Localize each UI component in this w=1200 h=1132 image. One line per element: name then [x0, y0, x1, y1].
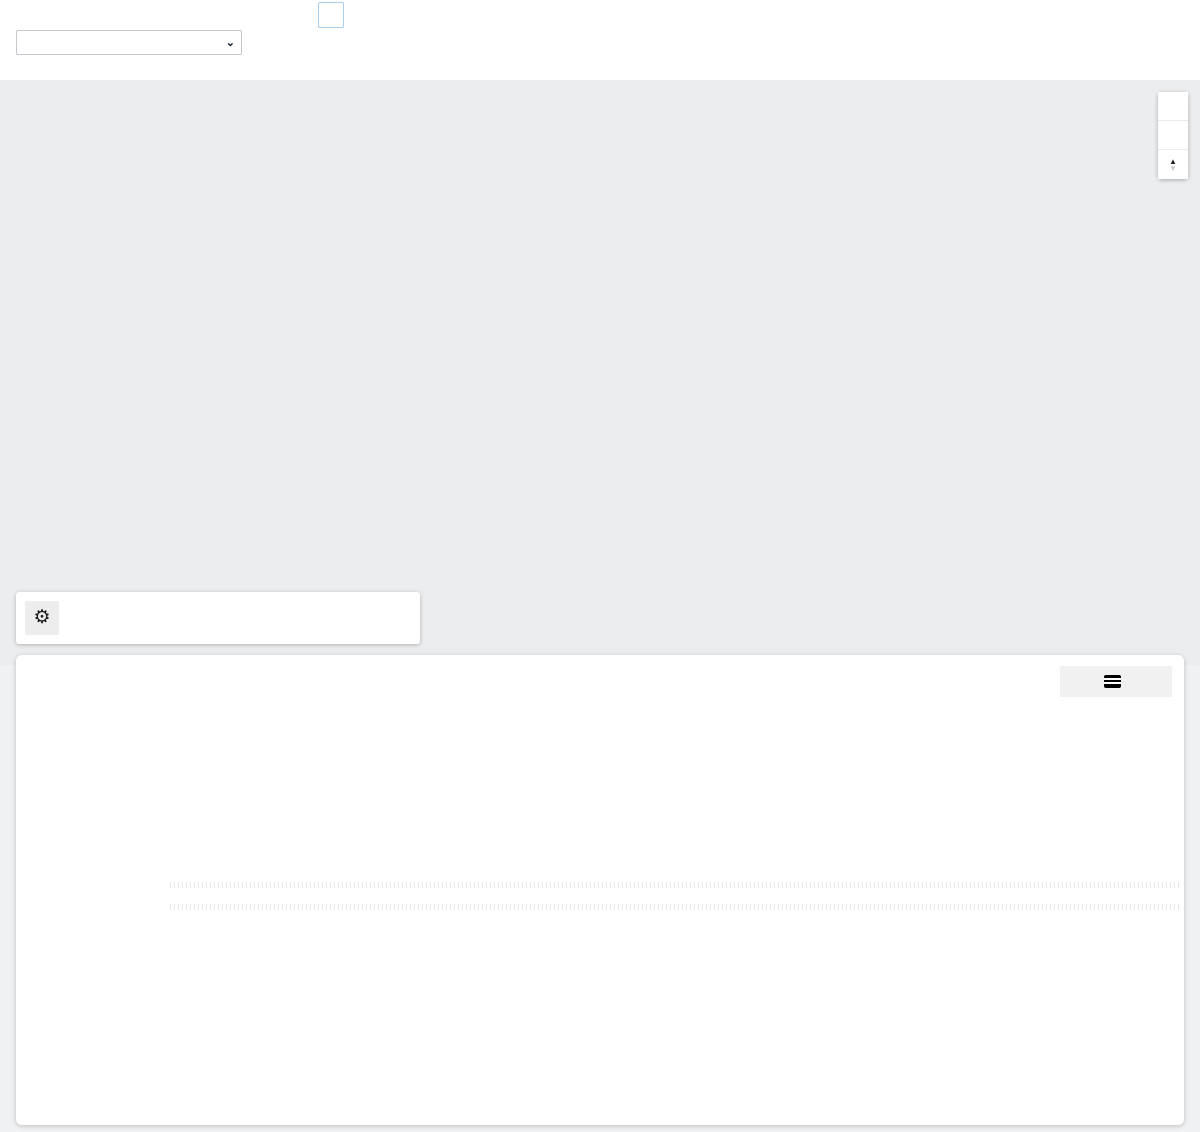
- map-graphics: [0, 80, 1200, 665]
- toolbar: ⌄: [0, 0, 1200, 80]
- triangle-up-icon: ▲: [1169, 156, 1177, 166]
- list-icon: [1104, 675, 1121, 688]
- triangle-down-icon: ▼: [1169, 163, 1177, 173]
- gear-icon[interactable]: ⚙: [25, 601, 59, 635]
- absolute-values-button[interactable]: [318, 2, 344, 28]
- distance-ruler: [170, 882, 1180, 888]
- percentile-chart[interactable]: [16, 737, 1184, 869]
- bottom-panel: [16, 655, 1184, 1125]
- segment-list-button[interactable]: [1060, 666, 1172, 697]
- tilt-control[interactable]: ▲ ▼: [1158, 150, 1188, 179]
- zoom-out-button[interactable]: [1158, 121, 1188, 150]
- map-speed-legend: ⚙: [16, 592, 420, 644]
- chevron-down-icon: ⌄: [225, 37, 235, 49]
- zoom-in-button[interactable]: [1158, 92, 1188, 121]
- map-zoom-controls: ▲ ▼: [1158, 92, 1188, 179]
- map-canvas[interactable]: ⚙ ▲ ▼: [0, 80, 1200, 665]
- date-time-select[interactable]: ⌄: [16, 30, 242, 55]
- distance-ruler: [170, 904, 1180, 910]
